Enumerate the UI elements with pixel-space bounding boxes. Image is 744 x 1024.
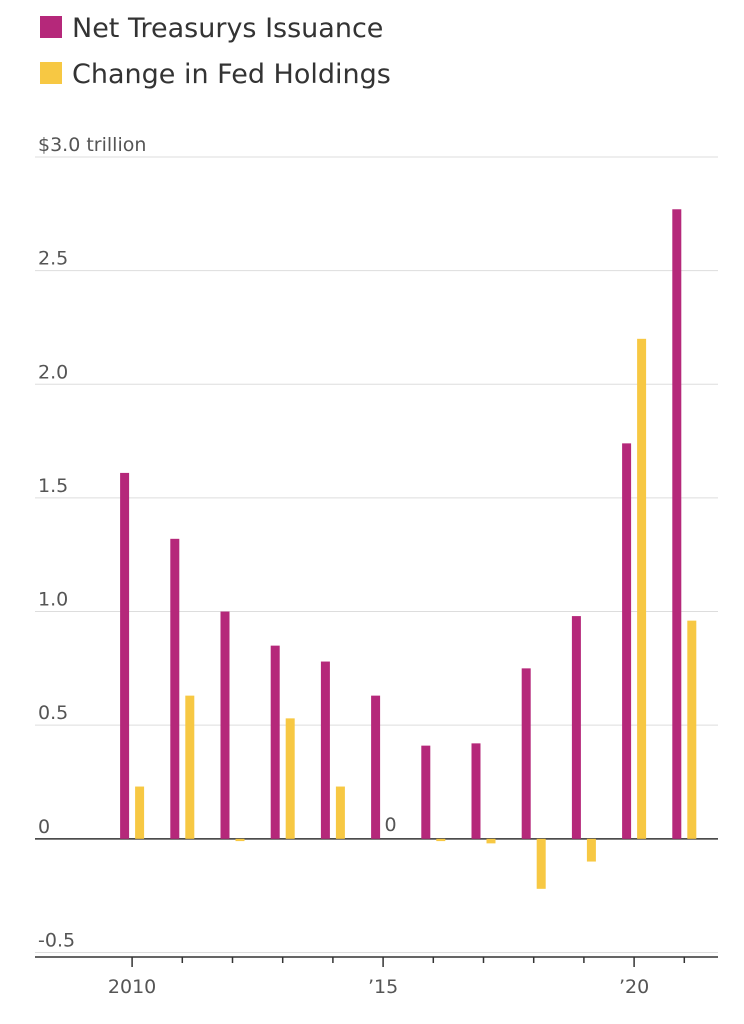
bar	[536, 838, 546, 889]
y-tick-label: 0.5	[38, 702, 68, 724]
bar	[622, 443, 632, 839]
bar	[471, 743, 481, 839]
bar	[170, 538, 180, 839]
bar	[270, 645, 280, 839]
legend-swatch	[40, 16, 62, 38]
bar	[586, 838, 596, 862]
y-tick-label: 0	[38, 816, 50, 838]
bar	[335, 786, 345, 839]
x-tick-label: 2010	[108, 976, 156, 998]
x-tick-label: ’15	[368, 976, 398, 998]
bar	[320, 661, 330, 839]
bar	[637, 338, 647, 839]
bar	[371, 695, 381, 839]
x-tick-label: ’20	[619, 976, 649, 998]
legend-label: Change in Fed Holdings	[72, 59, 391, 90]
bar	[672, 209, 682, 839]
bar	[120, 472, 130, 839]
y-tick-label: 2.0	[38, 361, 68, 383]
bar	[421, 745, 431, 839]
legend-swatch	[40, 62, 62, 84]
y-tick-label: 1.0	[38, 589, 68, 611]
legend-label: Net Treasurys Issuance	[72, 13, 383, 44]
bar	[687, 620, 697, 839]
bar	[185, 695, 195, 839]
y-tick-label: 1.5	[38, 475, 68, 497]
bar	[135, 786, 145, 839]
y-tick-label: 2.5	[38, 248, 68, 270]
bar	[285, 718, 295, 839]
bar	[220, 611, 230, 839]
bar	[436, 838, 446, 842]
y-tick-label: $3.0 trillion	[38, 134, 146, 156]
bar	[571, 616, 581, 839]
bar	[521, 668, 531, 839]
bar	[486, 838, 496, 844]
y-tick-label: -0.5	[38, 929, 75, 951]
data-label: 0	[385, 814, 397, 836]
bar	[235, 838, 245, 842]
